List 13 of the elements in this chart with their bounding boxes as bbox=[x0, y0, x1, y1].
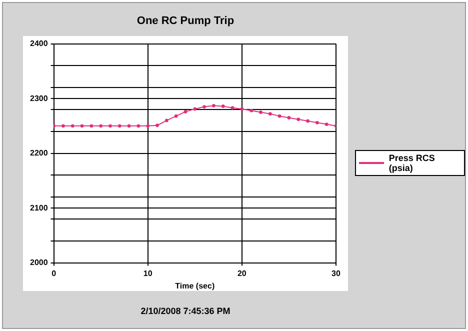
x-tick-label: 30 bbox=[332, 268, 341, 278]
y-tick-label: 2100 bbox=[30, 203, 48, 212]
legend-label: Press RCS (psia) bbox=[388, 153, 436, 173]
y-tick-label: 2300 bbox=[30, 94, 48, 103]
x-tick-label: 20 bbox=[237, 268, 247, 278]
text: 2/10/2008 7:45:36 PM bbox=[140, 306, 232, 316]
x-tick-label: 0 bbox=[52, 268, 57, 278]
x-axis-title: Time (sec) bbox=[175, 281, 215, 290]
chart-title: One RC Pump Trip bbox=[136, 15, 236, 27]
x-tick-label: 10 bbox=[143, 268, 153, 278]
y-tick-label: 2000 bbox=[30, 258, 48, 268]
y-tick-label: 2200 bbox=[30, 148, 48, 158]
y-tick-label: 2400 bbox=[30, 39, 48, 48]
